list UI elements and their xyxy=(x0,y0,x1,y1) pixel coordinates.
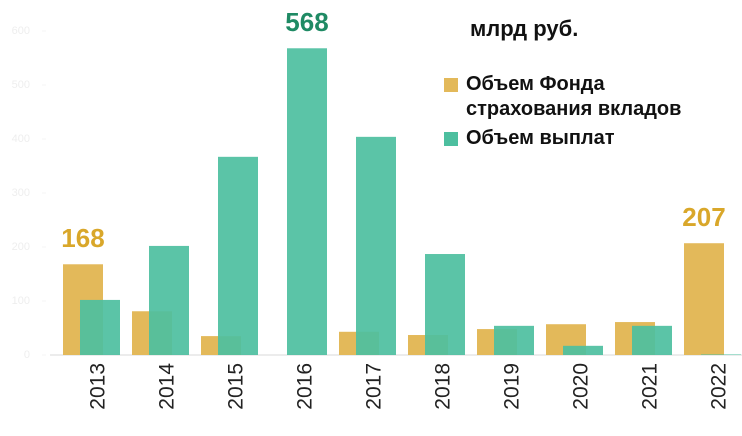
bar xyxy=(149,245,189,355)
x-tick: 2013 xyxy=(87,363,110,410)
x-tick: 2018 xyxy=(432,363,455,410)
y-tick-label: 200 xyxy=(12,241,30,253)
legend-label: Объем Фонда страхования вкладов xyxy=(466,73,682,120)
legend-swatch xyxy=(444,132,458,146)
legend-item: Объем Фонда страхования вкладов xyxy=(438,72,738,122)
bar xyxy=(80,299,120,355)
x-tick: 2016 xyxy=(294,363,317,410)
x-tick-label: 2020 xyxy=(570,363,593,410)
legend-swatch xyxy=(444,78,458,92)
x-tick-label: 2019 xyxy=(501,363,524,410)
x-tick-label: 2022 xyxy=(708,363,731,410)
x-tick: 2020 xyxy=(570,363,593,410)
x-tick: 2022 xyxy=(708,363,731,410)
y-tick-label: 100 xyxy=(12,295,30,307)
bar xyxy=(684,243,724,355)
y-tick-label: 500 xyxy=(12,79,30,91)
bar xyxy=(356,136,396,355)
bar xyxy=(563,345,603,355)
x-tick: 2017 xyxy=(363,363,386,410)
legend-item: Объем выплат xyxy=(438,126,738,151)
x-tick: 2019 xyxy=(501,363,524,410)
bar xyxy=(701,354,741,355)
legend: Объем Фонда страхования вкладов Объем вып… xyxy=(438,72,738,155)
x-tick-label: 2016 xyxy=(294,363,317,410)
bar xyxy=(494,325,534,355)
data-label: 207 xyxy=(682,202,725,232)
y-tick-label: 300 xyxy=(12,187,30,199)
x-tick: 2014 xyxy=(156,363,179,410)
y-tick-label: 0 xyxy=(24,349,30,361)
data-label: 168 xyxy=(61,223,104,253)
y-tick-label: 400 xyxy=(12,133,30,145)
bar xyxy=(632,325,672,355)
y-tick-label: 600 xyxy=(12,25,30,37)
x-tick: 2021 xyxy=(639,363,662,410)
x-tick-label: 2018 xyxy=(432,363,455,410)
x-tick-label: 2015 xyxy=(225,363,248,410)
legend-label: Объем выплат xyxy=(466,127,615,149)
x-tick: 2015 xyxy=(225,363,248,410)
x-tick-label: 2017 xyxy=(363,363,386,410)
data-label: 568 xyxy=(285,7,328,37)
bar xyxy=(218,156,258,355)
x-tick-label: 2021 xyxy=(639,363,662,410)
x-tick-label: 2014 xyxy=(156,363,179,410)
bar xyxy=(287,48,327,355)
x-tick-label: 2013 xyxy=(87,363,110,410)
chart-title: млрд руб. xyxy=(470,16,579,41)
bar xyxy=(425,254,465,355)
